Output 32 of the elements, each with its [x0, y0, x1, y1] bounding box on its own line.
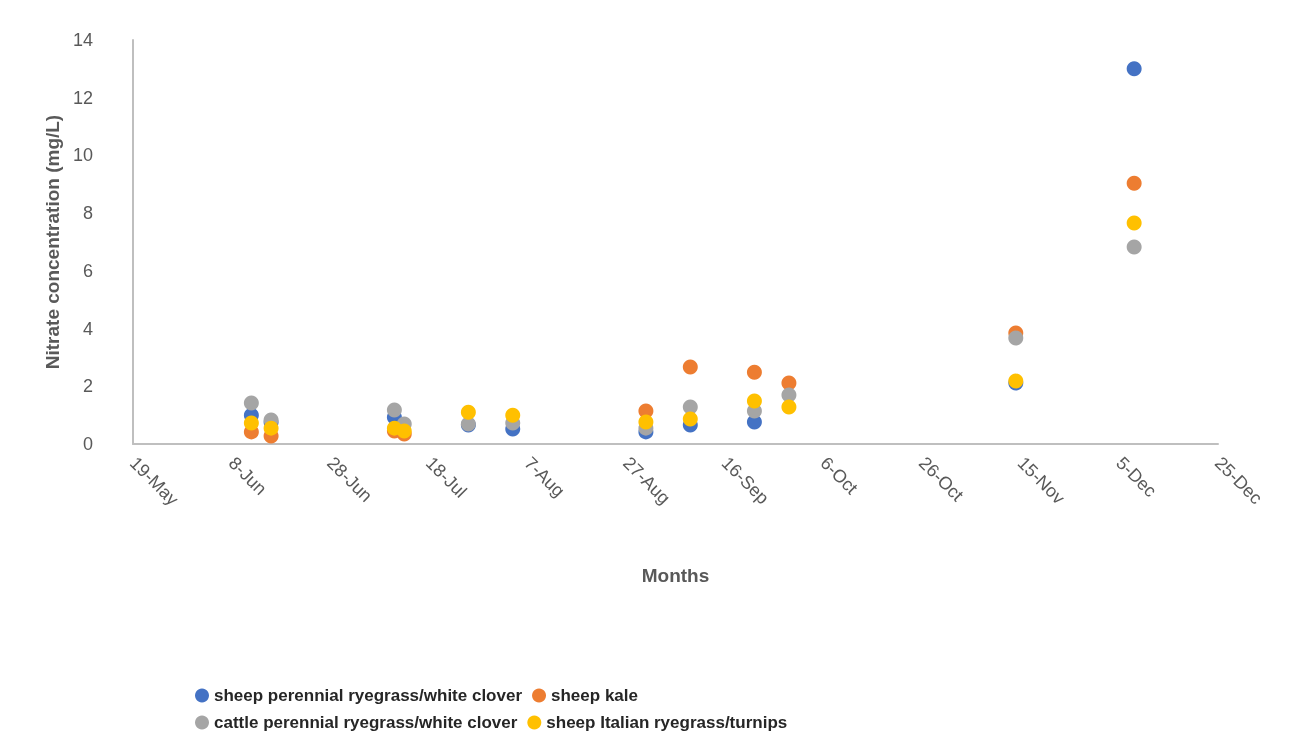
point — [243, 415, 259, 431]
y-tick-label: 4 — [82, 318, 93, 339]
point — [1126, 215, 1142, 231]
y-tick-label: 2 — [82, 376, 93, 397]
point — [263, 420, 279, 436]
point — [781, 399, 797, 415]
point — [746, 364, 762, 380]
y-tick-label: 10 — [72, 145, 93, 166]
point — [1126, 61, 1142, 77]
point — [1126, 239, 1142, 255]
legend-label: cattle perennial ryegrass/white clover — [214, 713, 518, 732]
point — [460, 404, 476, 420]
point — [682, 411, 698, 427]
point — [243, 395, 259, 411]
y-tick-label: 14 — [72, 30, 93, 50]
y-tick-label: 0 — [82, 434, 93, 454]
point — [746, 393, 762, 409]
y-tick-label: 6 — [82, 260, 93, 281]
legend-label: sheep perennial ryegrass/white clover — [214, 686, 523, 705]
y-axis-title: Nitrate concentration (mg/L) — [42, 114, 64, 370]
point — [638, 414, 654, 430]
x-axis-title: Months — [641, 565, 710, 586]
point — [781, 387, 797, 403]
point — [682, 359, 698, 375]
legend-label: sheep Italian ryegrass/turnips — [546, 713, 788, 732]
y-tick-label: 12 — [72, 87, 93, 108]
point — [386, 402, 402, 418]
point — [1126, 175, 1142, 191]
legend-label: sheep kale — [551, 686, 638, 705]
point — [1008, 330, 1024, 346]
point — [505, 407, 521, 423]
y-tick-label: 8 — [82, 203, 93, 224]
